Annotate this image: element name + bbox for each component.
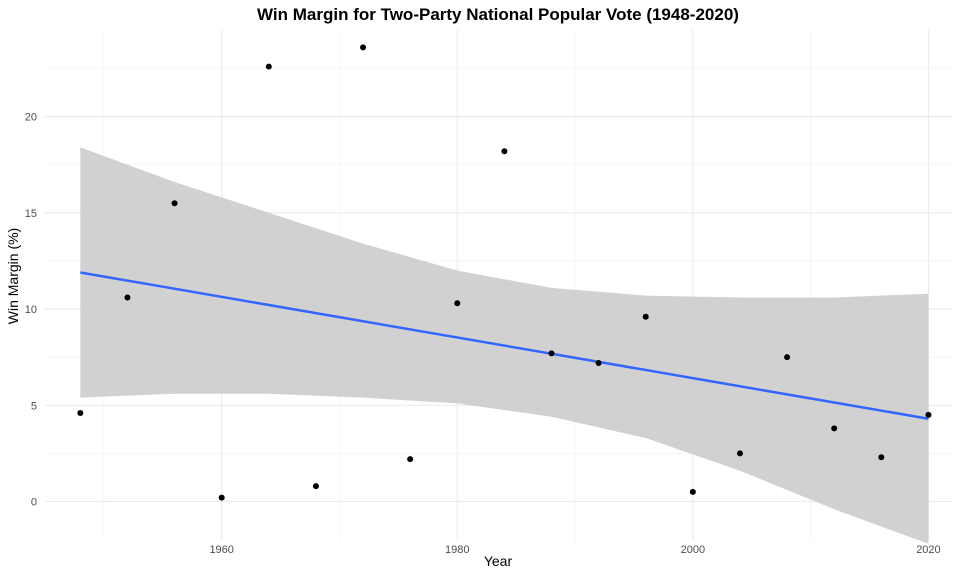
x-axis-ticks: 1960 1980 2000 2020 [209, 544, 940, 556]
y-tick-label: 10 [25, 304, 37, 316]
data-point [454, 300, 461, 307]
y-axis-ticks: 0 5 10 15 20 [25, 112, 37, 509]
x-tick-label: 1960 [209, 544, 233, 556]
y-tick-label: 15 [25, 208, 37, 220]
x-tick-label: 1980 [445, 544, 469, 556]
y-tick-label: 5 [31, 400, 37, 412]
data-point [501, 148, 508, 155]
data-point [642, 313, 649, 320]
data-point [312, 483, 319, 490]
data-point [878, 454, 885, 461]
data-point [218, 494, 225, 501]
data-point [77, 409, 84, 416]
data-point [831, 425, 838, 432]
chart-title: Win Margin for Two-Party National Popula… [257, 5, 739, 24]
x-tick-label: 2020 [916, 544, 940, 556]
data-point [784, 354, 791, 361]
data-point [736, 450, 743, 457]
data-point [407, 456, 414, 463]
x-axis-title: Year [484, 553, 513, 569]
y-tick-label: 20 [25, 112, 37, 124]
y-tick-label: 0 [31, 497, 37, 509]
data-point [548, 350, 555, 357]
data-point [265, 63, 272, 70]
data-point [171, 200, 178, 207]
data-point [689, 488, 696, 495]
regression-line [80, 271, 929, 420]
data-point [124, 294, 131, 301]
data-point [595, 359, 602, 366]
trend-line [80, 271, 929, 420]
data-point [360, 44, 367, 51]
data-point [925, 411, 932, 418]
y-axis-title: Win Margin (%) [5, 228, 21, 324]
x-tick-label: 2000 [681, 544, 705, 556]
data-points [77, 44, 932, 501]
